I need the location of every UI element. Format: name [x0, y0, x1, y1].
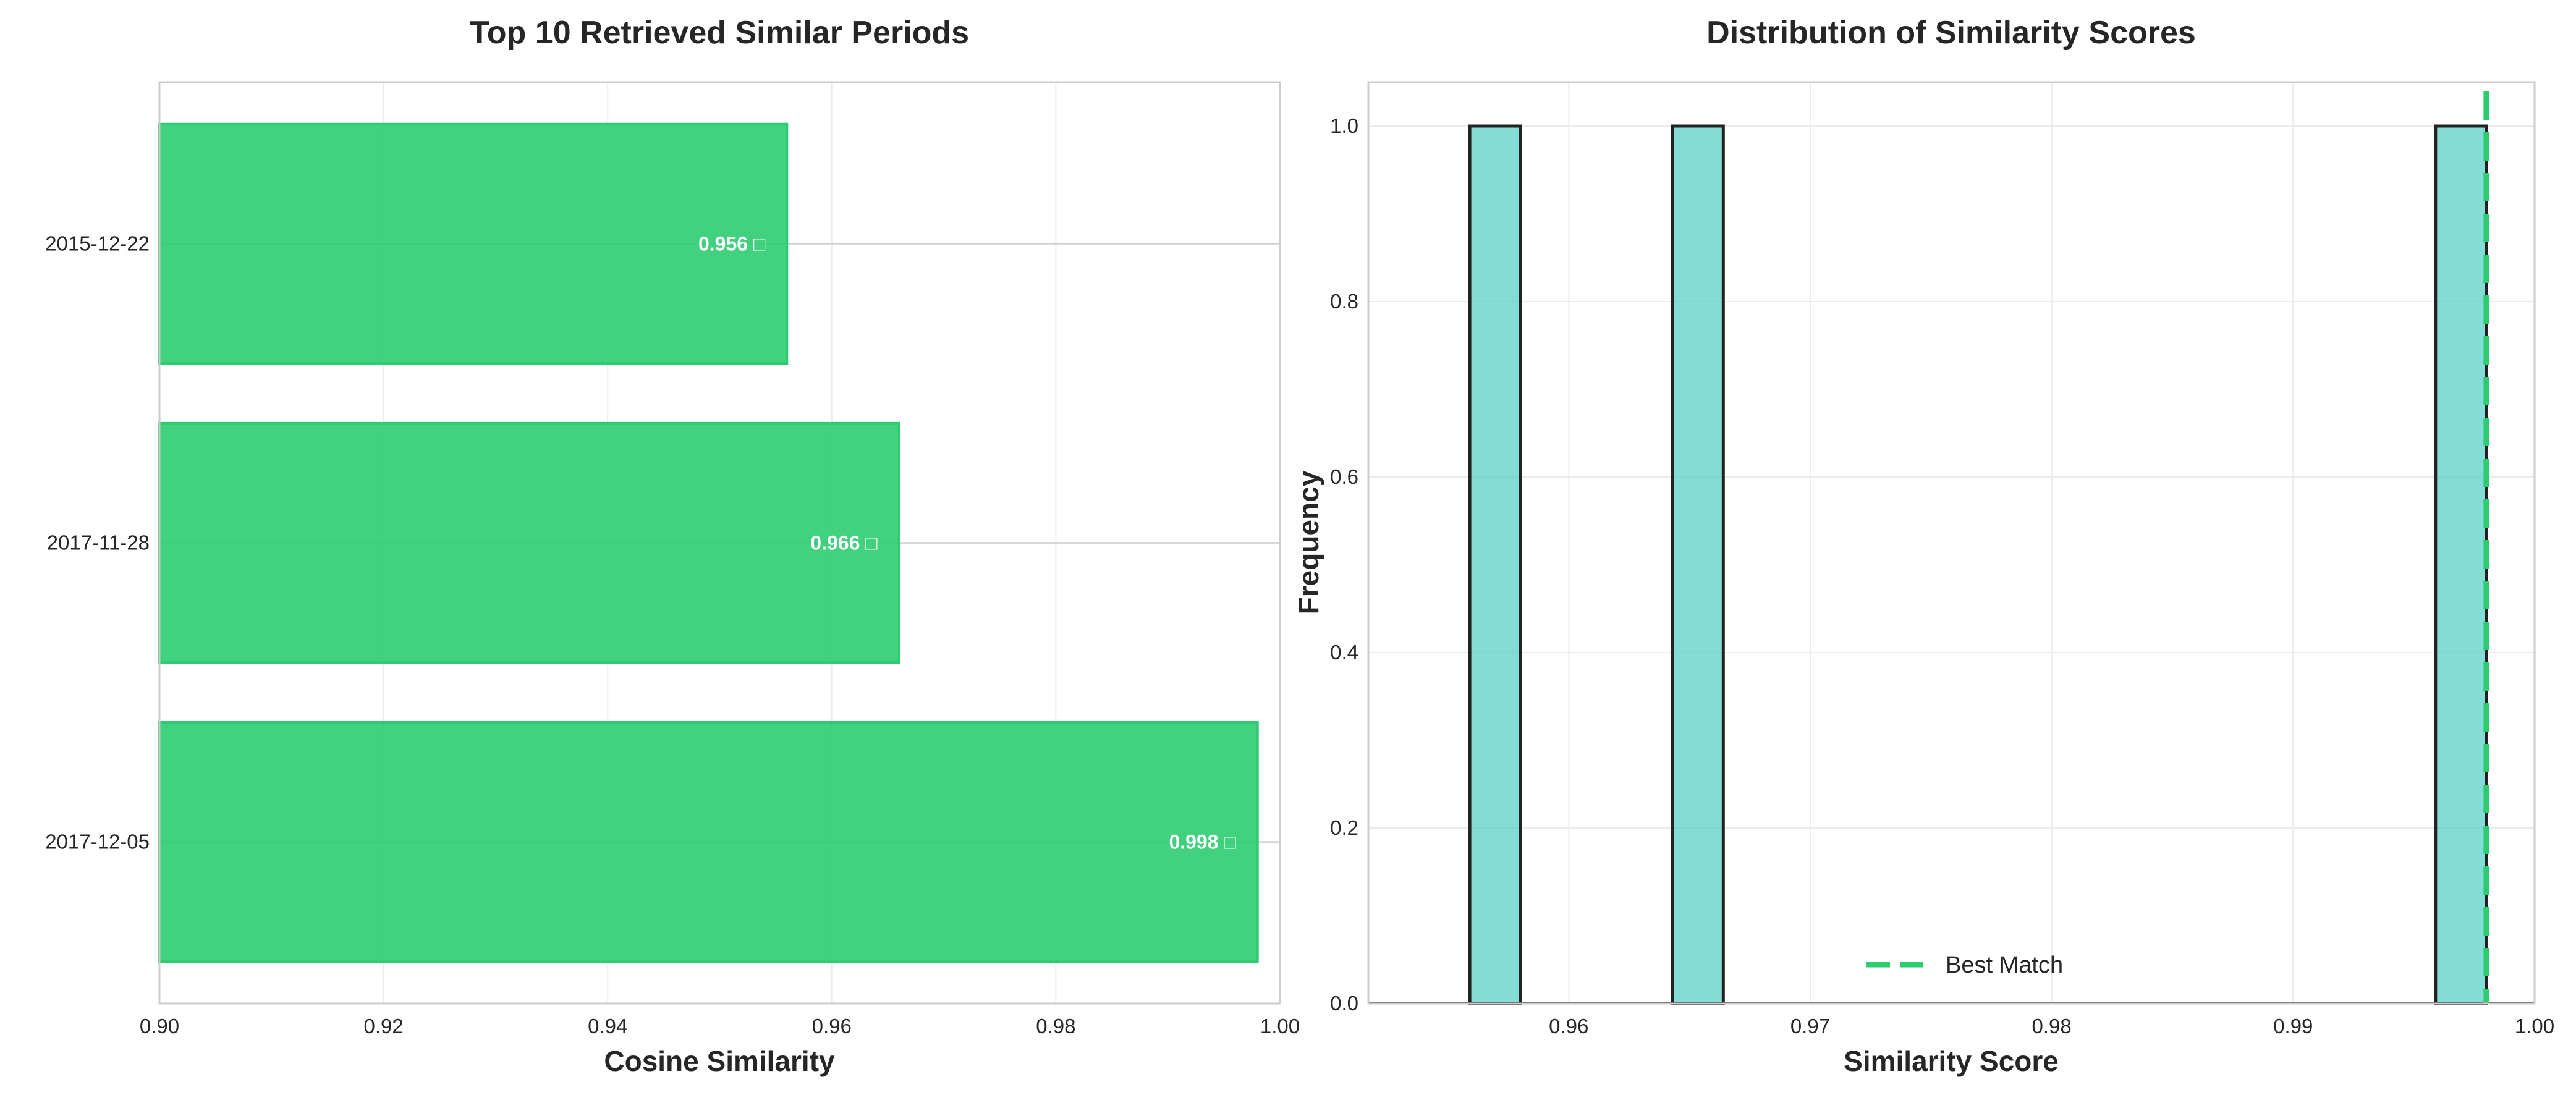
- x-tick-label: 0.98: [2032, 1015, 2072, 1038]
- x-tick-label: 0.98: [1036, 1015, 1075, 1038]
- x-tick-label: 0.94: [588, 1015, 627, 1038]
- x-tick-label: 1.00: [2515, 1015, 2554, 1038]
- histogram-bar: [1671, 124, 1725, 1005]
- bar-value-label: 0.998 □: [1169, 831, 1236, 853]
- histogram-bar: [1468, 124, 1522, 1005]
- y-tick-label: 0.2: [1330, 816, 1358, 839]
- y-tick-label: 2017-11-28: [47, 531, 150, 554]
- bar: [158, 421, 900, 664]
- histogram-bar: [2434, 124, 2488, 1005]
- right-chart-title: Distribution of Similarity Scores: [1706, 15, 2196, 51]
- y-tick-label: 0.6: [1330, 465, 1358, 488]
- bar: [158, 721, 1259, 963]
- legend-label: Best Match: [1946, 952, 2063, 978]
- x-tick-label: 0.96: [1549, 1015, 1588, 1038]
- x-tick-label: 1.00: [1260, 1015, 1300, 1038]
- right-x-axis-label: Similarity Score: [1844, 1045, 2059, 1077]
- y-tick-label: 0.8: [1330, 290, 1358, 313]
- left-chart-title: Top 10 Retrieved Similar Periods: [470, 15, 969, 51]
- y-tick-label: 0.4: [1330, 641, 1358, 664]
- right-y-axis-label: Frequency: [1292, 470, 1324, 614]
- x-tick-label: 0.92: [363, 1015, 403, 1038]
- y-tick-label: 2015-12-22: [45, 232, 150, 255]
- x-tick-label: 0.90: [140, 1015, 179, 1038]
- plot-frame: [1367, 81, 2536, 1005]
- y-tick-label: 0.0: [1330, 992, 1358, 1015]
- x-tick-label: 0.96: [812, 1015, 852, 1038]
- bar-value-label: 0.956 □: [698, 232, 766, 255]
- bar-value-label: 0.966 □: [810, 532, 878, 554]
- plot-frame: [158, 81, 1281, 1005]
- x-tick-label: 0.97: [1790, 1015, 1830, 1038]
- bar: [158, 122, 789, 365]
- left-x-axis-label: Cosine Similarity: [604, 1045, 835, 1077]
- y-tick-label: 1.0: [1330, 114, 1358, 137]
- y-tick-label: 2017-12-05: [45, 831, 150, 853]
- x-tick-label: 0.99: [2273, 1015, 2313, 1038]
